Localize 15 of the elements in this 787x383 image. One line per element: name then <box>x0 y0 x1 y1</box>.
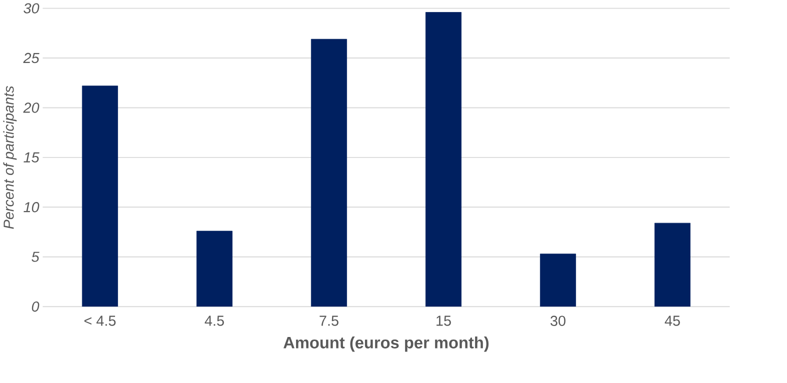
x-tick-label: 30 <box>550 316 566 326</box>
y-tick-label: 10 <box>24 202 40 212</box>
x-tick-label: 4.5 <box>204 316 224 326</box>
x-tick-label: 15 <box>436 316 451 326</box>
y-tick-label: 30 <box>24 3 40 14</box>
x-tick-label: < 4.5 <box>84 316 116 326</box>
y-tick-label: 0 <box>32 302 40 312</box>
x-tick-label: 45 <box>664 316 680 326</box>
x-tick-label: 7.5 <box>320 316 338 326</box>
y-tick-label: 15 <box>24 152 40 163</box>
y-tick-label: 25 <box>23 53 40 64</box>
y-tick-label: 20 <box>23 102 40 114</box>
x-axis-title: Amount (euros per month) <box>284 336 489 352</box>
y-axis-title: Percent of participants <box>3 86 17 230</box>
y-tick-label: 5 <box>32 252 40 262</box>
